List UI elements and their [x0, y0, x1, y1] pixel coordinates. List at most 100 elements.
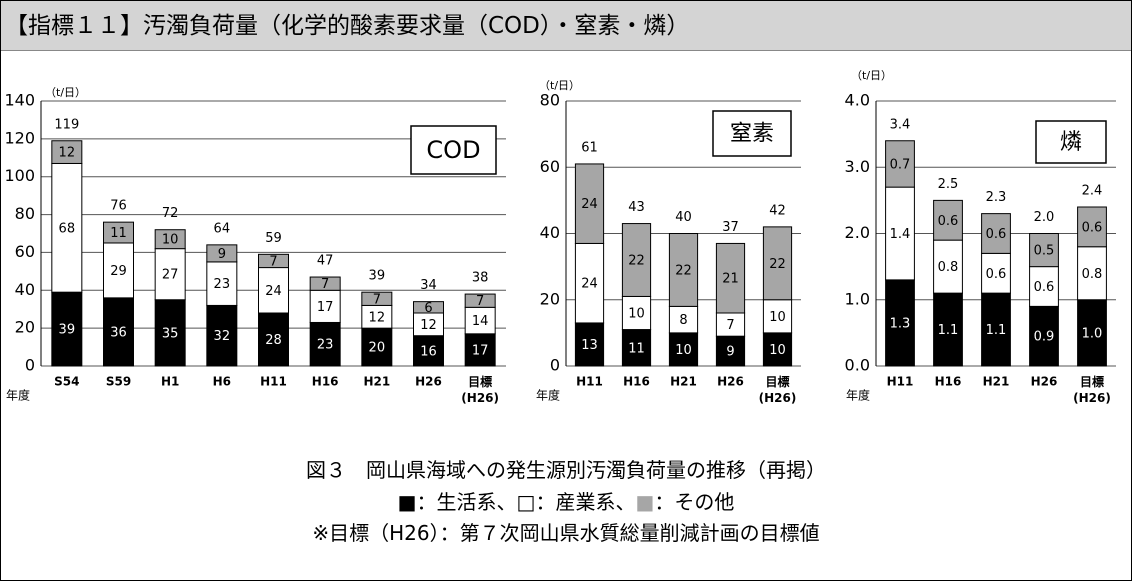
data-label: 1.0: [1082, 326, 1103, 341]
data-label: 9: [218, 247, 226, 262]
total-label: 42: [769, 203, 786, 218]
y-tick-label: 0: [550, 356, 560, 375]
bar-segment: [464, 293, 496, 308]
x-axis-label: 年度: [6, 388, 30, 403]
bar-segment: [154, 248, 186, 301]
data-label: 0.8: [1082, 267, 1103, 282]
data-label: 13: [581, 338, 598, 353]
chart-label: COD: [426, 136, 480, 164]
data-label: 7: [269, 254, 277, 269]
bar-segment: [1029, 266, 1059, 307]
bar-segment: [668, 305, 699, 334]
x-tick-label: H11: [260, 375, 287, 389]
bar-segment: [933, 199, 963, 241]
data-label: 24: [265, 284, 282, 299]
x-tick-label: H16: [312, 375, 339, 389]
total-label: 34: [420, 278, 437, 293]
bar-segment: [885, 140, 915, 188]
x-tick-label: H11: [576, 375, 603, 389]
data-label: 22: [675, 263, 692, 278]
bar-segment: [309, 276, 341, 291]
data-label: 11: [110, 226, 127, 241]
bar-segment: [103, 297, 134, 367]
x-axis-label: 年度: [846, 388, 870, 403]
bar-segment: [258, 267, 289, 314]
data-label: 23: [317, 338, 334, 353]
bar-segment: [154, 229, 186, 250]
data-label: 28: [265, 333, 282, 348]
total-label: 39: [369, 269, 386, 284]
y-tick-label: 40: [15, 280, 35, 299]
total-label: 37: [722, 220, 739, 235]
legend-symbol: ■: [635, 490, 655, 514]
bar-segment: [309, 289, 341, 323]
data-label: 21: [722, 272, 739, 287]
unit-label: （t/日）: [45, 86, 86, 99]
bar-segment: [1029, 305, 1059, 367]
y-tick-label: 100: [4, 166, 35, 185]
caption-note: ※目標（H26）：第７次岡山県水質総量削減計画の目標値: [312, 521, 820, 545]
y-tick-label: 20: [15, 318, 35, 337]
y-tick-label: 80: [15, 204, 35, 223]
legend-text: ：生活系、: [416, 490, 517, 514]
bar-segment: [103, 242, 134, 299]
header-title: 【指標１１】汚濁負荷量（化学的酸素要求量（COD）・窒素・燐）: [1, 1, 1131, 51]
data-label: 0.6: [1034, 280, 1055, 295]
total-label: 2.0: [1034, 210, 1055, 225]
total-label: 61: [581, 140, 598, 155]
data-label: 17: [317, 300, 334, 315]
y-tick-label: 140: [4, 91, 35, 110]
data-label: 68: [59, 221, 76, 236]
data-label: 0.5: [1034, 244, 1055, 259]
total-label: 2.3: [986, 190, 1007, 205]
bar-segment: [464, 306, 496, 335]
x-tick-label: H21: [363, 375, 390, 389]
y-tick-label: 0: [25, 356, 35, 375]
data-label: 24: [581, 277, 598, 292]
data-label: 32: [214, 329, 231, 344]
caption-title: 図３ 岡山県海域への発生源別汚濁負荷量の推移（再掲）: [306, 458, 826, 482]
legend-symbol: □: [516, 490, 536, 514]
data-label: 8: [679, 313, 687, 328]
bar-segment: [413, 301, 444, 314]
y-tick-label: 40: [540, 223, 560, 242]
data-label: 0.9: [1034, 330, 1055, 345]
data-label: 9: [726, 345, 734, 360]
x-tick-label: H1: [161, 375, 179, 389]
total-label: 76: [110, 199, 127, 214]
data-label: 10: [675, 343, 692, 358]
data-label: 0.6: [938, 214, 959, 229]
data-label: 12: [59, 146, 76, 161]
x-axis-label: 年度: [536, 388, 560, 403]
bar-segment: [103, 221, 134, 244]
total-label: 2.4: [1082, 184, 1103, 199]
unit-label: （t/日）: [539, 79, 580, 92]
bar-segment: [206, 304, 238, 367]
data-label: 23: [214, 277, 231, 292]
bar-segment: [1077, 299, 1107, 367]
bar-segment: [206, 244, 238, 263]
bar-segment: [981, 213, 1011, 254]
legend-text: ：産業系、: [535, 490, 636, 514]
data-label: 10: [769, 343, 786, 358]
y-tick-label: 60: [15, 242, 35, 261]
total-label: 119: [54, 117, 79, 132]
data-label: 7: [373, 292, 381, 307]
data-label: 12: [420, 318, 437, 333]
x-tick-label: H26: [1031, 375, 1058, 389]
data-label: 1.3: [890, 316, 911, 331]
bar-segment: [668, 332, 699, 367]
x-tick-label: H16: [623, 375, 650, 389]
bar-segment: [762, 226, 793, 301]
data-label: 20: [369, 341, 386, 356]
bar-segment: [1077, 206, 1107, 248]
x-tick-label: H11: [887, 375, 914, 389]
bar-segment: [413, 335, 444, 367]
data-label: 1.4: [890, 227, 911, 242]
bar-segment: [361, 327, 393, 367]
bar-segment: [258, 312, 289, 367]
x-tick-label: H21: [670, 375, 697, 389]
bar-segment: [574, 163, 605, 244]
x-tick-label: 目標(H26): [461, 374, 499, 405]
